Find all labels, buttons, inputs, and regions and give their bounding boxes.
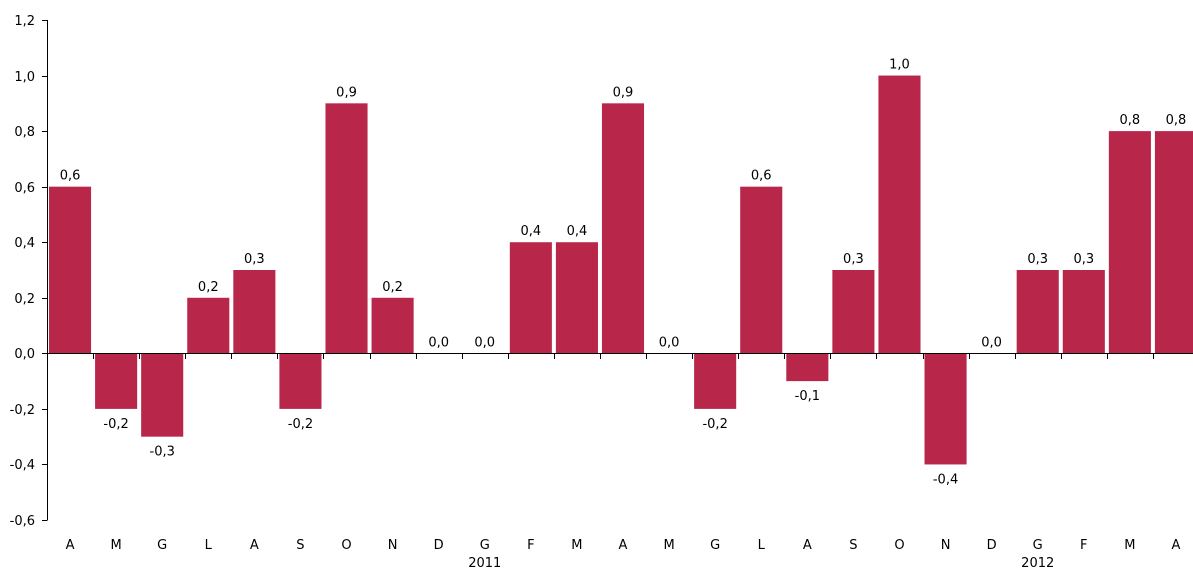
bar xyxy=(740,186,783,354)
y-tick-label: 1,0 xyxy=(14,70,35,85)
x-tick-label: N xyxy=(388,538,398,553)
data-label: 0,0 xyxy=(659,335,680,350)
bar xyxy=(371,297,414,354)
data-labels: 0,6 -0,2 -0,3 0,2 0,3 -0,2 0,9 0,2 0,0 0,0 0,4 0,4 0… xyxy=(60,58,1187,488)
bar xyxy=(95,353,138,409)
bar xyxy=(141,353,184,437)
x-tick-label: A xyxy=(1172,538,1181,553)
y-tick-label: -0,2 xyxy=(10,403,35,418)
zero-line xyxy=(47,353,1193,359)
x-tick-label: S xyxy=(296,538,304,553)
data-label: 0,4 xyxy=(567,224,588,239)
year-label: 2011 xyxy=(468,556,501,571)
data-label: 0,6 xyxy=(751,169,772,184)
bar xyxy=(832,270,875,354)
x-tick-label: A xyxy=(250,538,259,553)
x-tick-label: M xyxy=(663,538,674,553)
x-tick-label: G xyxy=(480,538,490,553)
bar xyxy=(1154,131,1193,354)
x-tick-label: N xyxy=(941,538,951,553)
x-tick-label: A xyxy=(66,538,75,553)
data-label: 0,8 xyxy=(1120,113,1141,128)
x-tick-label: D xyxy=(434,538,444,553)
data-label: 0,3 xyxy=(1073,252,1094,267)
y-tick-label: -0,6 xyxy=(10,514,35,529)
y-axis: -0,6 -0,4 -0,2 0,0 0,2 0,4 0,6 0,8 1,0 1,2 xyxy=(10,14,48,529)
data-label: 0,4 xyxy=(520,224,541,239)
data-label: -0,2 xyxy=(288,417,313,432)
x-tick-label: M xyxy=(1124,538,1135,553)
data-label: 0,0 xyxy=(428,335,449,350)
data-label: -0,2 xyxy=(702,417,727,432)
x-tick-label: M xyxy=(571,538,582,553)
x-tick-label: G xyxy=(710,538,720,553)
bar xyxy=(233,270,276,354)
data-label: 0,6 xyxy=(60,169,81,184)
data-label: 0,3 xyxy=(843,252,864,267)
x-tick-label: L xyxy=(205,538,213,553)
year-label: 2012 xyxy=(1021,556,1054,571)
x-tick-label: A xyxy=(803,538,812,553)
bar xyxy=(1062,270,1105,354)
x-tick-label: F xyxy=(1080,538,1087,553)
data-label: 0,0 xyxy=(474,335,495,350)
x-tick-label: S xyxy=(849,538,857,553)
bar xyxy=(187,297,230,354)
bar xyxy=(924,353,967,465)
data-label: -0,3 xyxy=(150,445,175,460)
x-tick-label: A xyxy=(619,538,628,553)
data-label: -0,4 xyxy=(933,472,958,487)
y-tick-label: -0,4 xyxy=(10,458,35,473)
y-tick-label: 0,6 xyxy=(14,181,35,196)
data-label: 0,2 xyxy=(198,280,219,295)
x-tick-label: O xyxy=(341,538,351,553)
data-label: 0,0 xyxy=(981,335,1002,350)
data-label: 0,3 xyxy=(1027,252,1048,267)
data-label: 0,8 xyxy=(1166,113,1187,128)
data-label: -0,1 xyxy=(795,389,820,404)
data-label: -0,2 xyxy=(103,417,128,432)
x-tick-label: G xyxy=(1033,538,1043,553)
bar xyxy=(1108,131,1151,354)
bar xyxy=(509,242,552,354)
y-tick-label: 0,8 xyxy=(14,125,35,140)
data-label: 1,0 xyxy=(889,58,910,73)
x-tick-label: G xyxy=(157,538,167,553)
x-tick-label: D xyxy=(987,538,997,553)
bar xyxy=(555,242,598,354)
bar xyxy=(694,353,737,409)
data-label: 0,9 xyxy=(336,85,357,100)
bar xyxy=(786,353,829,382)
data-label: 0,2 xyxy=(382,280,403,295)
x-tick-label: F xyxy=(527,538,534,553)
bar xyxy=(325,103,368,354)
y-tick-label: 0,4 xyxy=(14,236,35,251)
bar xyxy=(601,103,645,354)
bars xyxy=(49,75,1193,465)
x-tick-label: M xyxy=(111,538,122,553)
bar xyxy=(878,75,921,354)
y-tick-label: 0,0 xyxy=(14,347,35,362)
y-tick-label: 0,2 xyxy=(14,292,35,307)
bar xyxy=(1016,270,1059,354)
year-labels: 2011 2012 xyxy=(468,556,1054,571)
bar xyxy=(49,186,92,354)
y-tick-label: 1,2 xyxy=(14,14,35,29)
data-label: 0,9 xyxy=(613,85,634,100)
data-label: 0,3 xyxy=(244,252,265,267)
bar xyxy=(279,353,322,409)
x-tick-label: O xyxy=(894,538,904,553)
x-tick-label: L xyxy=(758,538,766,553)
